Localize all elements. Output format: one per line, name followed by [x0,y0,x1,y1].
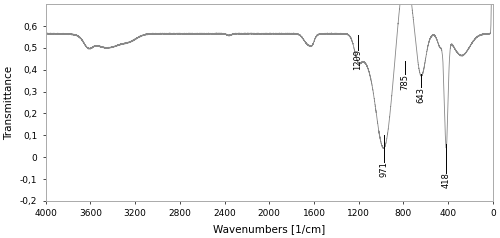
Y-axis label: Transmittance: Transmittance [4,65,14,140]
Text: 418: 418 [442,173,450,188]
Text: 971: 971 [380,162,389,178]
Text: 785: 785 [400,74,409,90]
X-axis label: Wavenumbers [1/cm]: Wavenumbers [1/cm] [213,224,326,234]
Text: 1209: 1209 [353,49,362,70]
Text: 643: 643 [416,87,426,103]
